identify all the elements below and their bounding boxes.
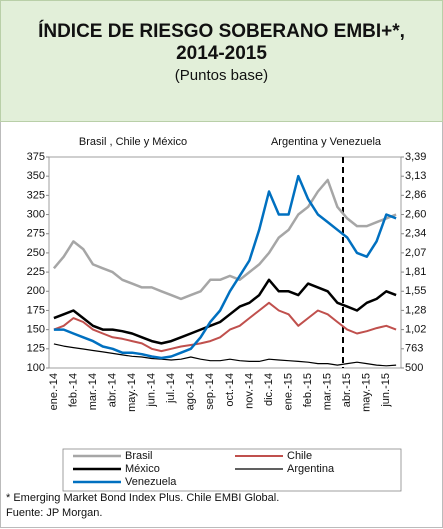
y2-tick-label: 2,07	[405, 247, 426, 259]
y-tick-label: 300	[27, 208, 45, 220]
y-tick-label: 100	[27, 362, 45, 374]
y2-tick-label: 763	[405, 343, 423, 355]
y-tick-label: 275	[27, 228, 45, 240]
y-tick-label: 325	[27, 189, 45, 201]
x-tick-label: feb.-15	[302, 373, 314, 407]
y-tick-label: 350	[27, 170, 45, 182]
chart-title: ÍNDICE DE RIESGO SOBERANO EMBI+*, 2014-2…	[38, 21, 405, 64]
y2-tick-label: 1,81	[405, 266, 426, 278]
chart: Brasil , Chile y México Argentina y Vene…	[27, 136, 426, 492]
x-tick-label: dic.-14	[263, 373, 275, 406]
y2-tick-label: 1,28	[405, 304, 426, 316]
y2-tick-label: 2,34	[405, 228, 426, 240]
y2-tick-label: 2,60	[405, 208, 426, 220]
y2-tick-label: 2,86	[405, 189, 426, 201]
x-tick-label: jun.-14	[146, 373, 158, 408]
legend-frame	[62, 448, 402, 492]
legend-label: México	[125, 463, 160, 475]
x-tick-label: ene.-14	[48, 373, 60, 410]
x-tick-label: ago.-14	[185, 373, 197, 410]
x-tick-label: mar.-15	[322, 373, 334, 410]
series-line	[53, 343, 397, 367]
x-tick-label: ene.-15	[282, 373, 294, 410]
y-tick-label: 200	[27, 285, 45, 297]
legend-label: Argentina	[287, 463, 335, 475]
series-line	[53, 174, 397, 360]
x-tick-label: may.-14	[126, 373, 138, 412]
y2-tick-label: 500	[405, 362, 423, 374]
x-tick-label: nov.-14	[243, 373, 255, 409]
chart-subtitle: (Puntos base)	[174, 67, 269, 84]
x-tick-label: abr.-14	[106, 373, 118, 407]
y-tick-label: 150	[27, 324, 45, 336]
x-tick-label: feb.-14	[67, 373, 79, 407]
header: ÍNDICE DE RIESGO SOBERANO EMBI+*, 2014-2…	[0, 0, 443, 122]
y2-tick-label: 1,02	[405, 324, 426, 336]
x-tick-label: sep.-14	[204, 373, 216, 410]
x-tick-label: mar.-14	[87, 373, 99, 410]
footnote: * Emerging Market Bond Index Plus. Chile…	[6, 492, 280, 504]
y-tick-label: 375	[27, 151, 45, 163]
x-tick-label: jun.-15	[380, 373, 392, 408]
y-tick-label: 125	[27, 343, 45, 355]
chart-body: Brasil , Chile y México Argentina y Vene…	[0, 122, 443, 528]
y2-axis-title: Argentina y Venezuela	[271, 136, 382, 148]
legend-label: Brasil	[125, 450, 153, 462]
series-line	[53, 301, 397, 353]
x-tick-label: jul.-14	[165, 373, 177, 404]
y2-tick-label: 1,55	[405, 285, 426, 297]
series-line	[52, 178, 397, 301]
x-tick-label: may.-15	[361, 373, 373, 412]
x-tick-label: abr.-15	[341, 373, 353, 407]
legend-label: Chile	[287, 450, 312, 462]
y2-tick-label: 3,13	[405, 170, 426, 182]
x-tick-label: oct.-14	[224, 373, 236, 407]
legend-label: Venezuela	[125, 476, 177, 488]
series-line	[53, 278, 397, 345]
y2-tick-label: 3,39	[405, 151, 426, 163]
plot-frame	[48, 156, 402, 369]
y-axis-title: Brasil , Chile y México	[79, 136, 187, 148]
y-tick-label: 250	[27, 247, 45, 259]
y-tick-label: 175	[27, 304, 45, 316]
source: Fuente: JP Morgan.	[6, 507, 103, 519]
y-tick-label: 225	[27, 266, 45, 278]
